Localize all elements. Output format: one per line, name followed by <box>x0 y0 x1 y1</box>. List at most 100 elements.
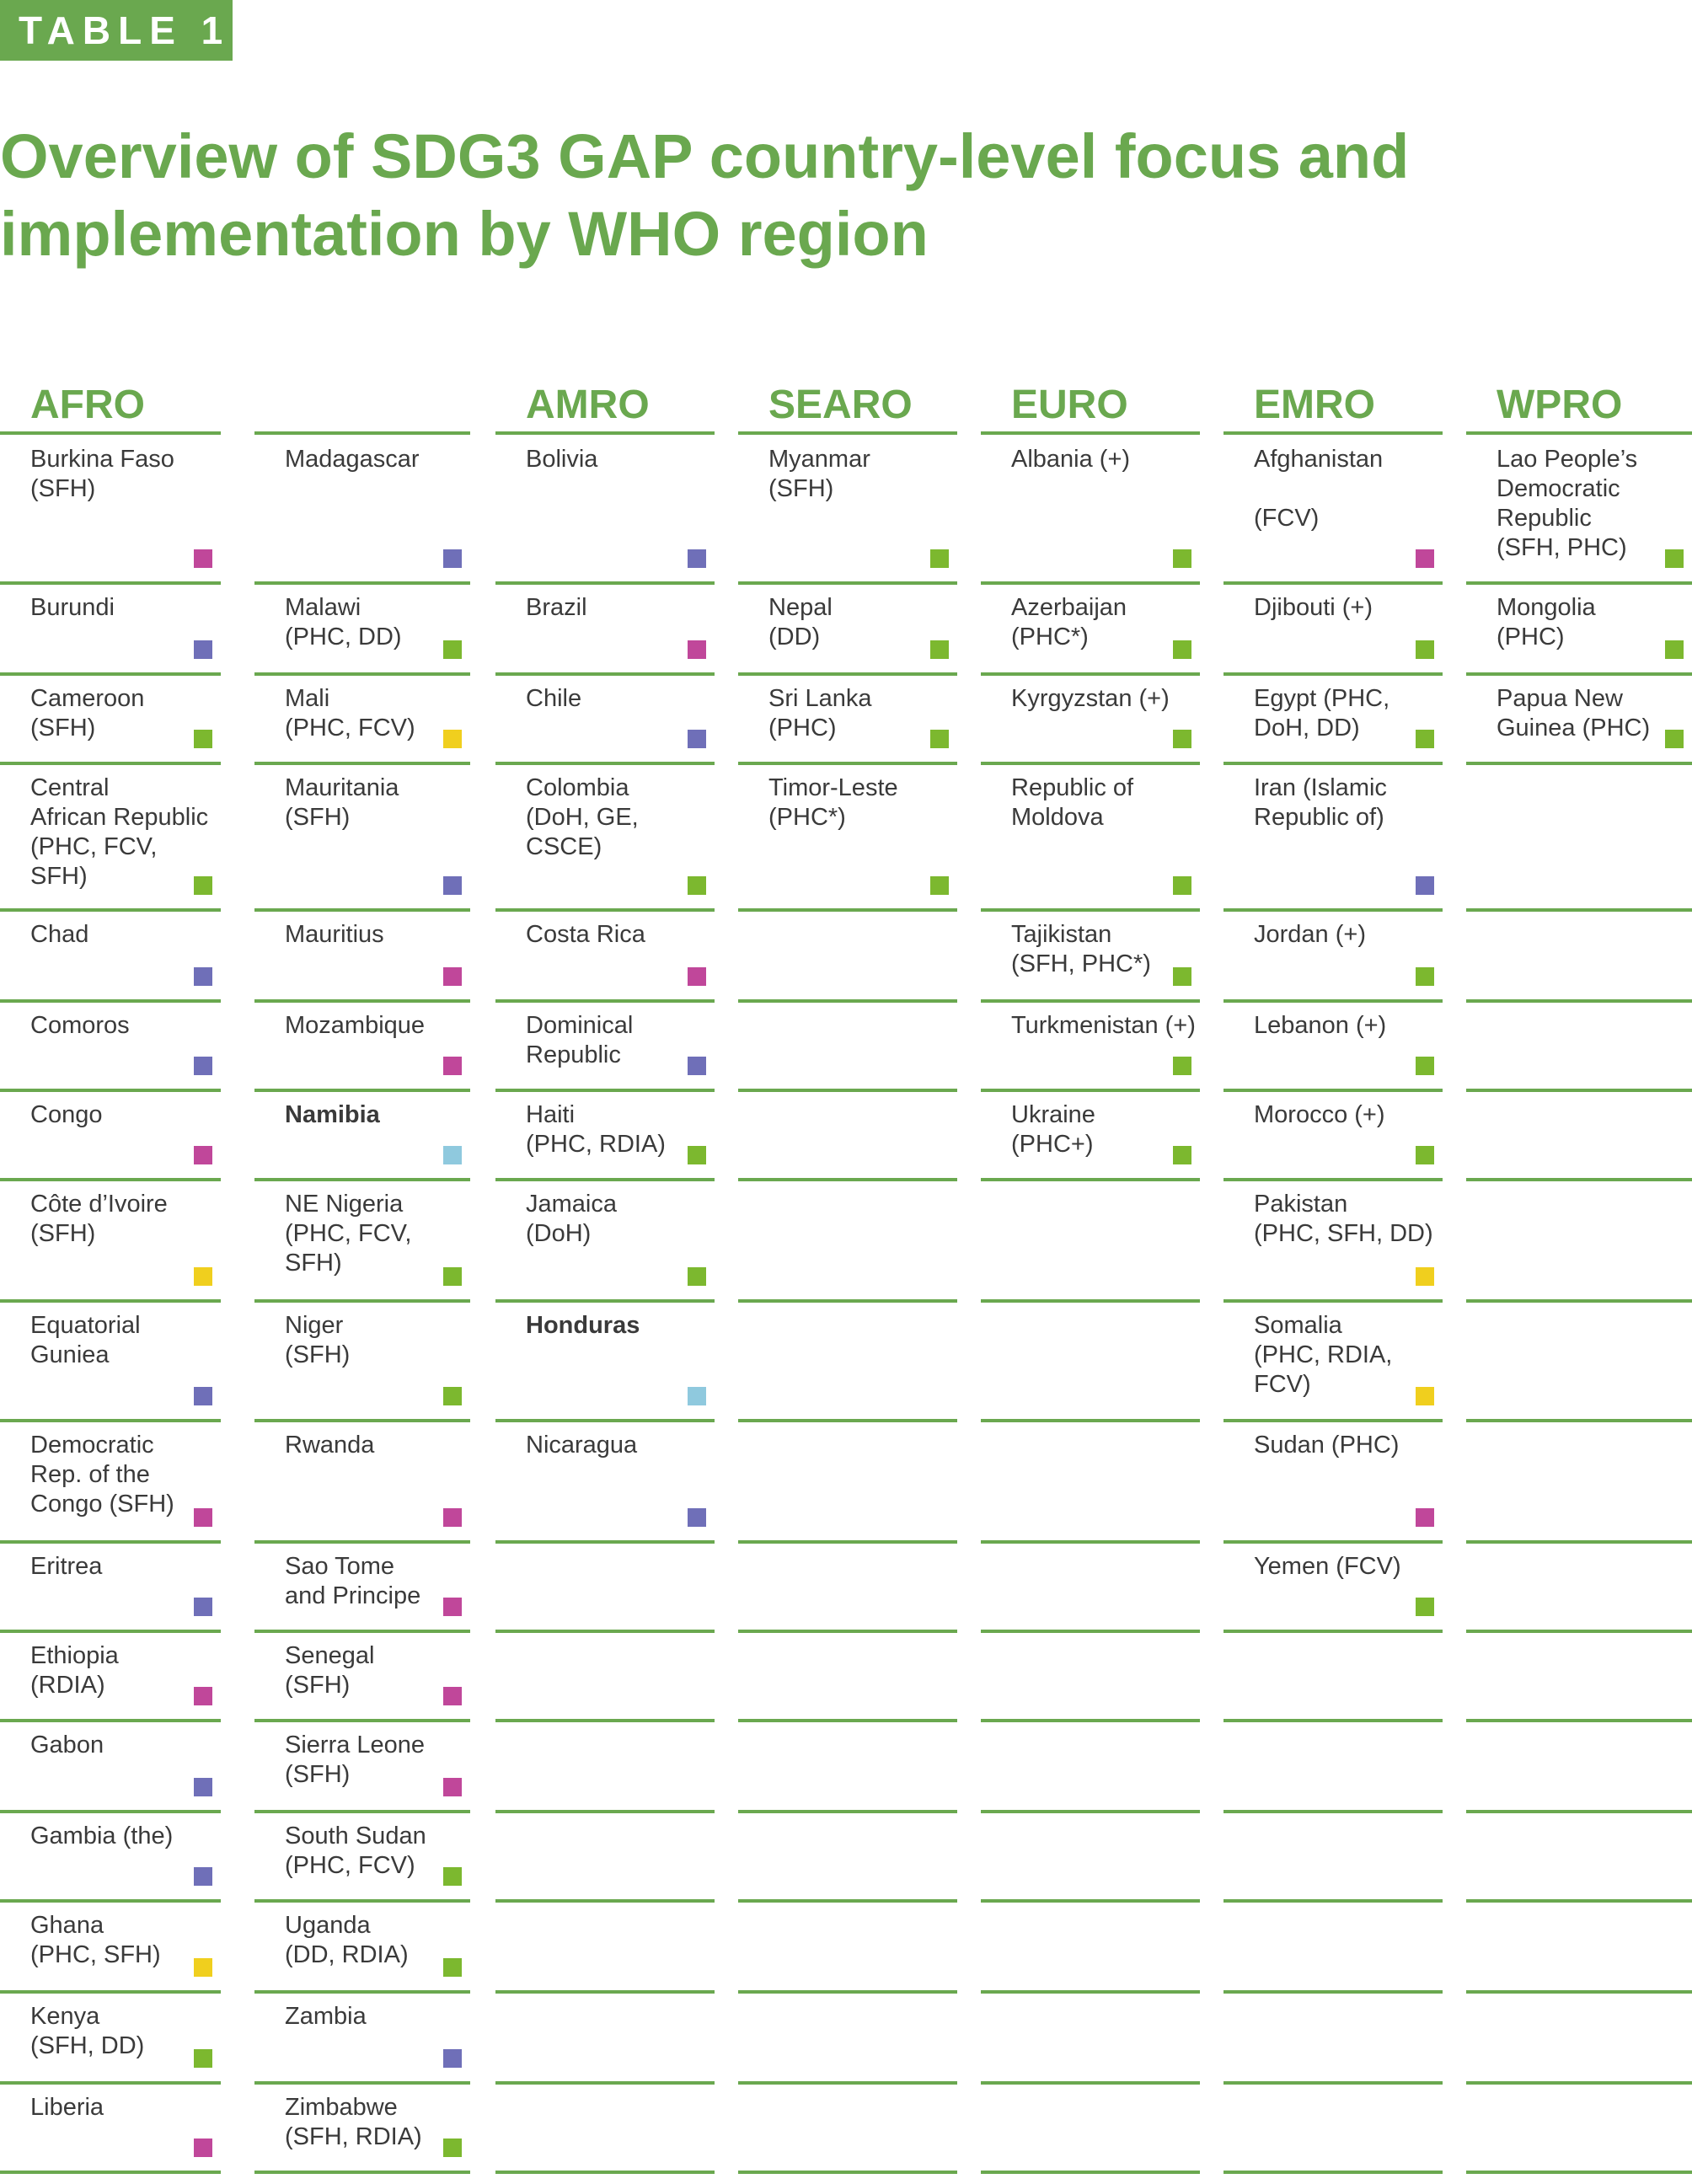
empty-cell <box>495 2085 715 2174</box>
empty-cell <box>1223 1994 1443 2085</box>
country-cell: Costa Rica <box>495 912 715 1003</box>
region-header-emro: EMRO <box>1223 379 1443 438</box>
region-header-label: AMRO <box>526 383 650 427</box>
focus-color-marker <box>1665 549 1684 568</box>
country-name: Dominical Republic <box>526 1012 634 1068</box>
country-cell: Congo <box>0 1092 221 1181</box>
focus-color-marker <box>930 876 949 895</box>
focus-color-marker <box>443 1598 462 1616</box>
focus-color-marker <box>443 730 462 748</box>
country-cell: Sri Lanka (PHC) <box>738 676 957 765</box>
focus-color-marker <box>443 1267 462 1286</box>
empty-cell <box>981 1544 1200 1633</box>
focus-color-marker <box>194 876 212 895</box>
focus-color-marker <box>1665 640 1684 659</box>
focus-color-marker <box>930 640 949 659</box>
country-cell: Somalia (PHC, RDIA, FCV) <box>1223 1303 1443 1422</box>
focus-color-marker <box>194 1598 212 1616</box>
country-name: Ethiopia (RDIA) <box>30 1642 119 1699</box>
focus-color-marker <box>688 1146 706 1164</box>
country-cell: Republic of Moldova <box>981 765 1200 912</box>
country-cell: Niger (SFH) <box>254 1303 470 1422</box>
country-name: Gambia (the) <box>30 1823 174 1849</box>
empty-cell <box>1223 2085 1443 2174</box>
country-name: Sao Tome and Principe <box>285 1553 421 1609</box>
page-title-line-1: Overview of SDG3 GAP country-level focus… <box>0 121 1410 191</box>
empty-cell <box>495 1813 715 1903</box>
country-name: Mauritius <box>285 921 384 948</box>
focus-color-marker <box>1416 1598 1434 1616</box>
country-name: Bolivia <box>526 446 598 473</box>
empty-cell <box>1466 1722 1692 1813</box>
country-cell: NE Nigeria (PHC, FCV, SFH) <box>254 1181 470 1303</box>
country-cell: Morocco (+) <box>1223 1092 1443 1181</box>
focus-color-marker <box>1416 1508 1434 1527</box>
country-name: Iran (Islamic Republic of) <box>1254 774 1387 831</box>
country-cell: Nicaragua <box>495 1422 715 1544</box>
empty-cell <box>981 1303 1200 1422</box>
country-cell: Djibouti (+) <box>1223 585 1443 676</box>
country-cell: Brazil <box>495 585 715 676</box>
country-cell: Madagascar <box>254 436 470 585</box>
empty-cell <box>1466 1633 1692 1722</box>
table-badge: TABLE 1 <box>0 0 233 61</box>
country-cell: Zimbabwe (SFH, RDIA) <box>254 2085 470 2174</box>
focus-color-marker <box>1416 549 1434 568</box>
empty-cell <box>1466 1181 1692 1303</box>
country-cell: Sao Tome and Principe <box>254 1544 470 1633</box>
country-name: Rwanda <box>285 1432 375 1459</box>
focus-color-marker <box>194 730 212 748</box>
region-header-searo: SEARO <box>738 379 957 438</box>
focus-color-marker <box>443 640 462 659</box>
region-header-rule: WPRO <box>1466 379 1692 435</box>
country-cell: Papua New Guinea (PHC) <box>1466 676 1692 765</box>
focus-color-marker <box>688 876 706 895</box>
country-cell: Democratic Rep. of the Congo (SFH) <box>0 1422 221 1544</box>
country-name: Liberia <box>30 2094 104 2121</box>
country-cell: Namibia <box>254 1092 470 1181</box>
focus-color-marker <box>443 1057 462 1075</box>
focus-color-marker <box>443 1867 462 1886</box>
country-cell: Afghanistan (FCV) <box>1223 436 1443 585</box>
region-header-rule: EURO <box>981 379 1200 435</box>
country-cell: Bolivia <box>495 436 715 585</box>
region-header-label: AFRO <box>30 383 145 427</box>
country-cell: Central African Republic (PHC, FCV, SFH) <box>0 765 221 912</box>
country-cell: Kenya (SFH, DD) <box>0 1994 221 2085</box>
country-name: Tajikistan (SFH, PHC*) <box>1011 921 1151 977</box>
country-cell: Sudan (PHC) <box>1223 1422 1443 1544</box>
country-cell: Nepal (DD) <box>738 585 957 676</box>
country-cell: Haiti (PHC, RDIA) <box>495 1092 715 1181</box>
empty-cell <box>1223 1633 1443 1722</box>
focus-color-marker <box>194 549 212 568</box>
country-cell: Equatorial Guniea <box>0 1303 221 1422</box>
empty-cell <box>495 1544 715 1633</box>
country-name: Malawi (PHC, DD) <box>285 594 402 650</box>
country-cell: Lebanon (+) <box>1223 1003 1443 1092</box>
country-cell: Dominical Republic <box>495 1003 715 1092</box>
empty-cell <box>495 1994 715 2085</box>
country-cell: Timor-Leste (PHC*) <box>738 765 957 912</box>
country-name: Egypt (PHC, DoH, DD) <box>1254 685 1390 741</box>
empty-cell <box>1466 2085 1692 2174</box>
focus-color-marker <box>194 2138 212 2157</box>
focus-color-marker <box>688 1387 706 1405</box>
empty-cell <box>1466 1092 1692 1181</box>
country-name: Mali (PHC, FCV) <box>285 685 415 741</box>
country-cell: Turkmenistan (+) <box>981 1003 1200 1092</box>
country-cell: Gabon <box>0 1722 221 1813</box>
country-name: Ukraine (PHC+) <box>1011 1101 1095 1158</box>
empty-cell <box>1466 1422 1692 1544</box>
country-name: Mozambique <box>285 1012 426 1039</box>
focus-color-marker <box>194 1687 212 1705</box>
country-name: Comoros <box>30 1012 130 1039</box>
country-cell: Liberia <box>0 2085 221 2174</box>
country-name: Colombia (DoH, GE, CSCE) <box>526 774 639 860</box>
focus-color-marker <box>443 1387 462 1405</box>
country-cell: Tajikistan (SFH, PHC*) <box>981 912 1200 1003</box>
country-name: Costa Rica <box>526 921 645 948</box>
focus-color-marker <box>1416 730 1434 748</box>
focus-color-marker <box>194 1267 212 1286</box>
country-name: Nepal (DD) <box>768 594 833 650</box>
focus-color-marker <box>194 2049 212 2068</box>
